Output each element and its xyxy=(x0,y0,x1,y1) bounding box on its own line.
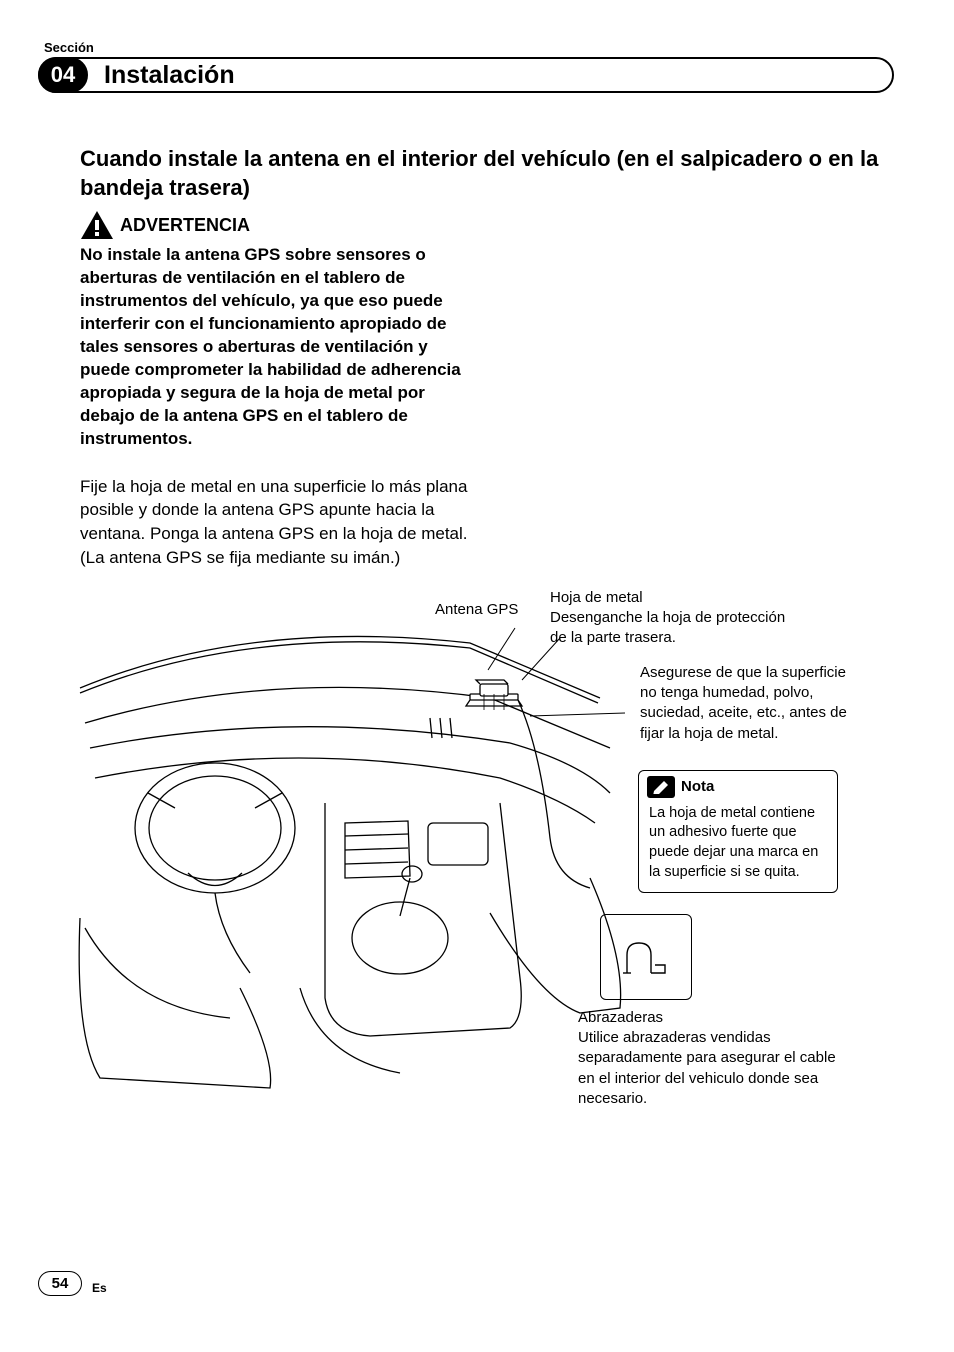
pencil-icon xyxy=(647,776,675,798)
content-area: Cuando instale la antena en el interior … xyxy=(38,93,894,1128)
callout-hoja-de-metal: Hoja de metal Desenganche la hoja de pro… xyxy=(550,588,800,649)
header-frame: 04 Instalación xyxy=(38,57,894,93)
warning-text: No instale la antena GPS sobre sensores … xyxy=(80,244,480,450)
callout-hoja-title: Hoja de metal xyxy=(550,588,800,608)
language-label: Es xyxy=(92,1281,107,1296)
note-box: Nota La hoja de metal contiene un adhesi… xyxy=(638,770,838,893)
callout-abrazaderas: Abrazaderas Utilice abrazaderas vendidas… xyxy=(578,1008,838,1109)
section-header: 04 Instalación xyxy=(38,57,894,93)
warning-label: ADVERTENCIA xyxy=(120,215,250,236)
callout-asegurese: Asegurese de que la superficie no tenga … xyxy=(640,663,860,744)
warning-icon xyxy=(80,210,114,240)
callout-abrazaderas-title: Abrazaderas xyxy=(578,1008,838,1028)
callout-abrazaderas-desc: Utilice abrazaderas vendidas separadamen… xyxy=(578,1028,838,1109)
page-footer: 54 Es xyxy=(38,1271,107,1296)
section-number-badge: 04 xyxy=(38,57,88,93)
section-label: Sección xyxy=(44,40,894,55)
warning-header: ADVERTENCIA xyxy=(80,210,886,240)
note-header: Nota xyxy=(639,771,837,802)
callout-antena-gps: Antena GPS xyxy=(435,600,518,620)
clamp-illustration-box xyxy=(600,914,692,1000)
diagram-area: Antena GPS Hoja de metal Desenganche la … xyxy=(80,588,886,1128)
note-body: La hoja de metal contiene un adhesivo fu… xyxy=(639,802,837,882)
vehicle-interior-illustration xyxy=(70,618,630,1108)
callout-hoja-desc: Desenganche la hoja de protección de la … xyxy=(550,608,800,649)
body-text: Fije la hoja de metal en una superficie … xyxy=(80,475,480,570)
section-title: Instalación xyxy=(88,61,235,90)
note-title: Nota xyxy=(681,778,714,795)
page-number-badge: 54 xyxy=(38,1271,82,1296)
main-heading: Cuando instale la antena en el interior … xyxy=(80,145,886,202)
clamp-icon xyxy=(621,935,671,979)
